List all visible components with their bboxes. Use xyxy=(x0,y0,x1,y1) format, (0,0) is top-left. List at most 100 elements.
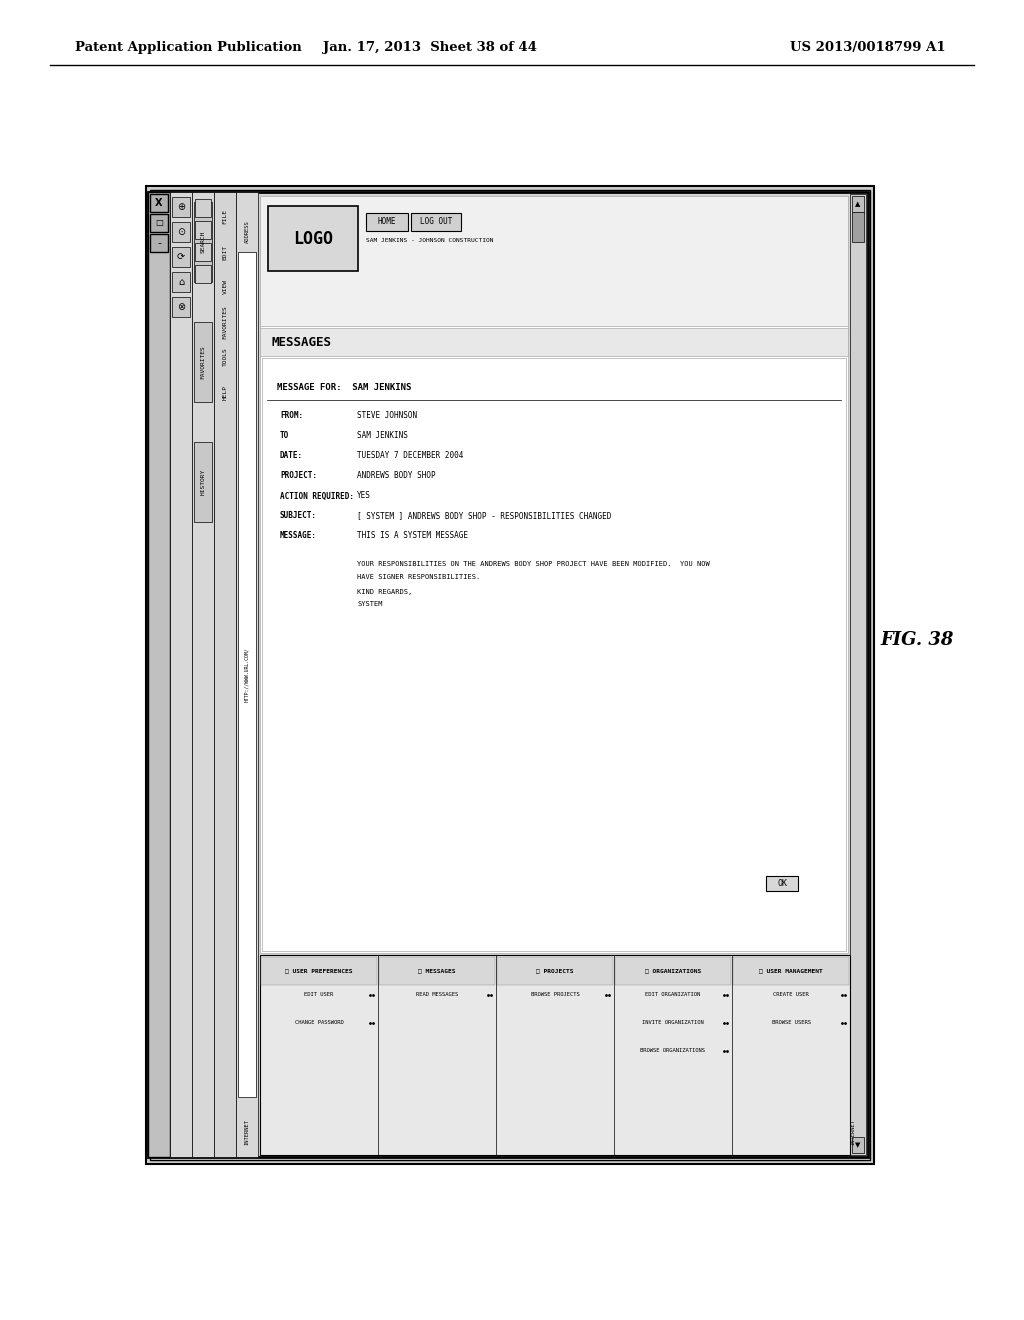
Text: ANDREWS BODY SHOP: ANDREWS BODY SHOP xyxy=(357,471,435,480)
Text: KIND REGARDS,: KIND REGARDS, xyxy=(357,589,413,595)
Bar xyxy=(193,191,214,1158)
Bar xyxy=(194,442,212,521)
Text: FAVORITES: FAVORITES xyxy=(201,345,206,379)
Bar xyxy=(170,191,193,1158)
Bar xyxy=(238,252,256,1097)
Text: LOG OUT: LOG OUT xyxy=(420,218,453,227)
Text: □ MESSAGES: □ MESSAGES xyxy=(418,969,456,974)
Bar xyxy=(379,957,495,985)
Text: SUBJECT:: SUBJECT: xyxy=(280,511,317,520)
Bar xyxy=(172,197,190,216)
Text: FAVORITES: FAVORITES xyxy=(222,305,227,339)
Text: VIEW: VIEW xyxy=(222,280,227,294)
Bar xyxy=(260,327,848,356)
Text: CHANGE PASSWORD: CHANGE PASSWORD xyxy=(295,1020,343,1026)
Bar xyxy=(172,272,190,292)
Text: INTERNET: INTERNET xyxy=(245,1119,250,1144)
Text: YOUR RESPONSIBILITIES ON THE ANDREWS BODY SHOP PROJECT HAVE BEEN MODIFIED.  YOU : YOUR RESPONSIBILITIES ON THE ANDREWS BOD… xyxy=(357,561,710,568)
Text: SYSTEM: SYSTEM xyxy=(357,601,383,607)
Text: ⊗: ⊗ xyxy=(177,302,185,312)
Text: MESSAGE FOR:  SAM JENKINS: MESSAGE FOR: SAM JENKINS xyxy=(278,384,412,392)
Text: MESSAGE:: MESSAGE: xyxy=(280,532,317,540)
Text: SAM JENKINS: SAM JENKINS xyxy=(357,432,408,441)
Bar xyxy=(261,957,377,985)
Text: Patent Application Publication: Patent Application Publication xyxy=(75,41,302,54)
Text: CREATE USER: CREATE USER xyxy=(773,993,809,998)
Text: ⟳: ⟳ xyxy=(177,252,185,261)
Bar xyxy=(150,234,168,252)
Text: TUESDAY 7 DECEMBER 2004: TUESDAY 7 DECEMBER 2004 xyxy=(357,451,464,461)
Text: ⊕: ⊕ xyxy=(177,202,185,213)
Text: ⊙: ⊙ xyxy=(177,227,185,238)
Text: ⌂: ⌂ xyxy=(178,277,184,286)
Text: INTERNET: INTERNET xyxy=(851,1119,855,1144)
Text: ▼: ▼ xyxy=(855,1142,861,1148)
Bar xyxy=(148,191,868,1158)
Bar xyxy=(260,954,850,1155)
Bar xyxy=(497,957,613,985)
Bar xyxy=(615,957,731,985)
Text: LOGO: LOGO xyxy=(293,230,333,248)
Text: □: □ xyxy=(155,219,163,227)
Text: FROM:: FROM: xyxy=(280,412,303,421)
Bar xyxy=(148,191,170,1158)
Bar xyxy=(366,213,408,231)
Text: READ MESSAGES: READ MESSAGES xyxy=(416,993,458,998)
Text: ADDRESS: ADDRESS xyxy=(245,220,250,243)
Bar xyxy=(852,195,864,213)
Bar xyxy=(766,876,798,891)
Text: FILE: FILE xyxy=(222,210,227,224)
Bar xyxy=(172,222,190,242)
Text: FIG. 38: FIG. 38 xyxy=(880,631,953,649)
Bar xyxy=(852,213,864,242)
Text: Jan. 17, 2013  Sheet 38 of 44: Jan. 17, 2013 Sheet 38 of 44 xyxy=(323,41,537,54)
Bar xyxy=(214,191,236,1158)
Text: HISTORY: HISTORY xyxy=(201,469,206,495)
Text: □ ORGANIZATIONS: □ ORGANIZATIONS xyxy=(645,969,701,974)
Text: HTTP://WWW.URL.COM/: HTTP://WWW.URL.COM/ xyxy=(245,648,250,702)
Bar xyxy=(262,358,846,950)
Bar xyxy=(194,322,212,403)
Bar xyxy=(195,243,211,261)
Text: US 2013/0018799 A1: US 2013/0018799 A1 xyxy=(790,41,945,54)
Text: SAM JENKINS - JOHNSON CONSTRUCTION: SAM JENKINS - JOHNSON CONSTRUCTION xyxy=(366,239,494,243)
Bar xyxy=(850,194,866,1155)
Bar xyxy=(194,202,212,282)
Text: BROWSE ORGANIZATIONS: BROWSE ORGANIZATIONS xyxy=(640,1048,706,1053)
Bar xyxy=(195,220,211,239)
Text: X: X xyxy=(156,198,163,209)
Text: TO: TO xyxy=(280,432,289,441)
Text: YES: YES xyxy=(357,491,371,500)
Text: -: - xyxy=(157,238,161,248)
Bar xyxy=(260,195,848,326)
Text: TOOLS: TOOLS xyxy=(222,347,227,367)
Bar xyxy=(146,186,874,1164)
Text: ▲: ▲ xyxy=(855,201,861,207)
Bar xyxy=(172,247,190,267)
Text: HELP: HELP xyxy=(222,384,227,400)
Bar xyxy=(172,297,190,317)
Bar xyxy=(852,1137,864,1152)
Bar xyxy=(268,206,358,271)
Bar xyxy=(733,957,849,985)
Bar xyxy=(150,214,168,232)
Text: EDIT ORGANIZATION: EDIT ORGANIZATION xyxy=(645,993,700,998)
Text: [ SYSTEM ] ANDREWS BODY SHOP - RESPONSIBILITIES CHANGED: [ SYSTEM ] ANDREWS BODY SHOP - RESPONSIB… xyxy=(357,511,611,520)
Text: □ USER PREFERENCES: □ USER PREFERENCES xyxy=(286,969,352,974)
Text: □ PROJECTS: □ PROJECTS xyxy=(537,969,573,974)
Text: INVITE ORGANIZATION: INVITE ORGANIZATION xyxy=(642,1020,703,1026)
Text: PROJECT:: PROJECT: xyxy=(280,471,317,480)
Text: DATE:: DATE: xyxy=(280,451,303,461)
Text: BROWSE USERS: BROWSE USERS xyxy=(771,1020,811,1026)
Bar xyxy=(236,191,258,1158)
Text: HAVE SIGNER RESPONSIBILITIES.: HAVE SIGNER RESPONSIBILITIES. xyxy=(357,574,480,579)
Bar xyxy=(150,190,870,1160)
Text: EDIT USER: EDIT USER xyxy=(304,993,334,998)
Bar xyxy=(150,194,168,213)
Bar xyxy=(195,265,211,282)
Text: MESSAGES: MESSAGES xyxy=(272,335,332,348)
Text: BROWSE PROJECTS: BROWSE PROJECTS xyxy=(530,993,580,998)
Bar xyxy=(195,199,211,216)
Text: HOME: HOME xyxy=(378,218,396,227)
Text: ACTION REQUIRED:: ACTION REQUIRED: xyxy=(280,491,354,500)
